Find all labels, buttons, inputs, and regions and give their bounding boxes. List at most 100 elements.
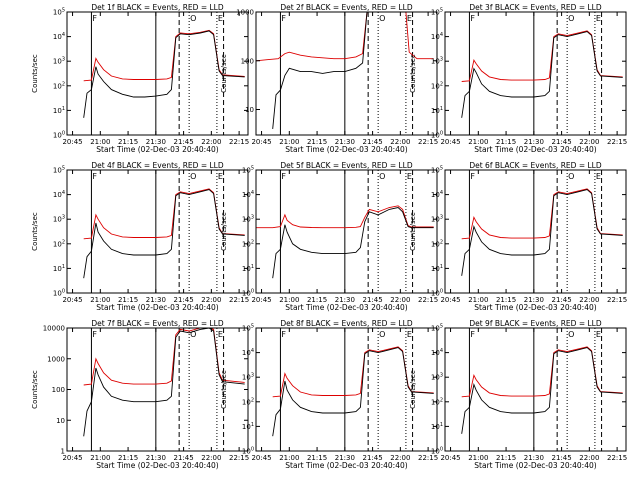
y-tick-label: 101 — [242, 264, 254, 273]
series-lld — [461, 346, 623, 398]
y-tick-label: 105 — [242, 324, 254, 333]
x-tick-label: 21:15 — [496, 138, 516, 146]
x-axis-label: Start Time (02-Dec-03 20:40:40) — [474, 303, 596, 312]
y-tick-label: 103 — [431, 215, 443, 224]
x-tick-label: 21:45 — [363, 454, 383, 462]
marker-label: F — [281, 330, 286, 339]
x-tick-label: 20:45 — [440, 454, 460, 462]
x-tick-label: 21:00 — [279, 138, 299, 146]
y-axis-label: Counts/sec — [409, 212, 417, 251]
panel-7: Det 7f BLACK = Events, RED = LLD F O E 1 10 10… — [31, 319, 249, 470]
x-tick-label: 22:00 — [579, 454, 599, 462]
y-axis-label: Counts/sec — [409, 370, 417, 409]
marker-label: O — [379, 14, 385, 23]
plot-frame — [444, 327, 627, 452]
x-axis-label: Start Time (02-Dec-03 20:40:40) — [285, 145, 407, 154]
y-tick-label: 10 — [245, 106, 254, 114]
x-tick-label: 21:45 — [552, 296, 572, 304]
x-tick-label: 22:15 — [607, 138, 627, 146]
y-axis-label: Counts/sec — [220, 212, 228, 251]
x-tick-label: 21:00 — [468, 454, 488, 462]
y-tick-label: 104 — [431, 348, 443, 357]
y-axis-label: Counts/sec — [409, 54, 417, 93]
y-tick-label: 105 — [431, 324, 443, 333]
marker-label: O — [190, 14, 196, 23]
plot-frame — [255, 327, 438, 452]
marker-label: O — [190, 172, 196, 181]
x-axis-label: Start Time (02-Dec-03 20:40:40) — [96, 461, 218, 470]
y-tick-label: 100 — [242, 447, 254, 456]
y-tick-label: 1000 — [47, 355, 65, 363]
marker-label: F — [281, 14, 286, 23]
marker-label: E — [218, 330, 223, 339]
marker-label: E — [596, 14, 601, 23]
x-tick-label: 21:30 — [146, 296, 166, 304]
x-tick-label: 22:00 — [390, 454, 410, 462]
y-tick-label: 103 — [431, 373, 443, 382]
marker-label: F — [470, 172, 475, 181]
plot-frame — [444, 169, 627, 294]
y-tick-label: 102 — [53, 81, 65, 90]
y-tick-label: 103 — [53, 215, 65, 224]
marker-label: E — [218, 14, 223, 23]
y-tick-label: 104 — [431, 32, 443, 41]
x-tick-label: 21:45 — [363, 138, 383, 146]
plot-frame — [255, 11, 438, 136]
x-tick-label: 22:15 — [229, 138, 249, 146]
y-tick-label: 105 — [53, 8, 65, 17]
y-tick-label: 105 — [242, 166, 254, 175]
y-tick-label: 100 — [241, 57, 254, 65]
x-axis-label: Start Time (02-Dec-03 20:40:40) — [285, 303, 407, 312]
x-tick-label: 21:45 — [552, 454, 572, 462]
marker-label: E — [596, 330, 601, 339]
x-tick-label: 20:45 — [251, 138, 271, 146]
y-tick-label: 105 — [53, 166, 65, 175]
y-tick-label: 101 — [431, 106, 443, 115]
x-tick-label: 21:45 — [174, 138, 194, 146]
x-tick-label: 22:00 — [579, 138, 599, 146]
panel-title: Det 2f BLACK = Events, RED = LLD — [280, 3, 413, 12]
series-lld — [83, 327, 245, 386]
x-tick-label: 21:00 — [90, 296, 110, 304]
plot-frame — [444, 11, 627, 136]
marker-label: O — [568, 330, 574, 339]
series-lld — [461, 30, 623, 82]
y-tick-label: 103 — [431, 57, 443, 66]
panel-title: Det 8f BLACK = Events, RED = LLD — [280, 319, 413, 328]
y-axis-label: Counts/sec — [220, 54, 228, 93]
x-tick-label: 21:15 — [307, 296, 327, 304]
y-tick-label: 101 — [53, 106, 65, 115]
y-tick-label: 105 — [431, 8, 443, 17]
y-tick-label: 103 — [53, 57, 65, 66]
marker-label: E — [596, 172, 601, 181]
marker-label: F — [92, 330, 97, 339]
x-tick-label: 22:15 — [607, 296, 627, 304]
x-tick-label: 22:00 — [201, 296, 221, 304]
x-tick-label: 22:00 — [579, 296, 599, 304]
marker-label: O — [379, 330, 385, 339]
series-events — [461, 189, 623, 276]
y-tick-label: 104 — [242, 190, 254, 199]
x-tick-label: 21:00 — [279, 296, 299, 304]
x-axis-label: Start Time (02-Dec-03 20:40:40) — [474, 461, 596, 470]
y-tick-label: 100 — [431, 289, 443, 298]
panel-9: Det 9f BLACK = Events, RED = LLD F O E 100 10… — [409, 319, 627, 470]
x-tick-label: 22:15 — [229, 454, 249, 462]
marker-label: O — [379, 172, 385, 181]
x-tick-label: 21:15 — [118, 454, 138, 462]
x-tick-label: 21:30 — [524, 454, 544, 462]
panel-2: Det 2f BLACK = Events, RED = LLD F O E 10 100… — [220, 3, 438, 154]
y-axis-label: Counts/sec — [31, 54, 39, 93]
panel-title: Det 6f BLACK = Events, RED = LLD — [469, 161, 602, 170]
y-tick-label: 101 — [53, 264, 65, 273]
series-lld — [272, 346, 434, 398]
series-lld — [83, 29, 245, 82]
panel-title: Det 7f BLACK = Events, RED = LLD — [91, 319, 224, 328]
x-tick-label: 20:45 — [251, 454, 271, 462]
x-tick-label: 22:15 — [418, 454, 438, 462]
y-axis-label: Counts/sec — [31, 370, 39, 409]
x-tick-label: 22:00 — [201, 454, 221, 462]
panel-3: Det 3f BLACK = Events, RED = LLD F O E 100 10… — [409, 3, 627, 154]
y-tick-label: 104 — [53, 190, 65, 199]
